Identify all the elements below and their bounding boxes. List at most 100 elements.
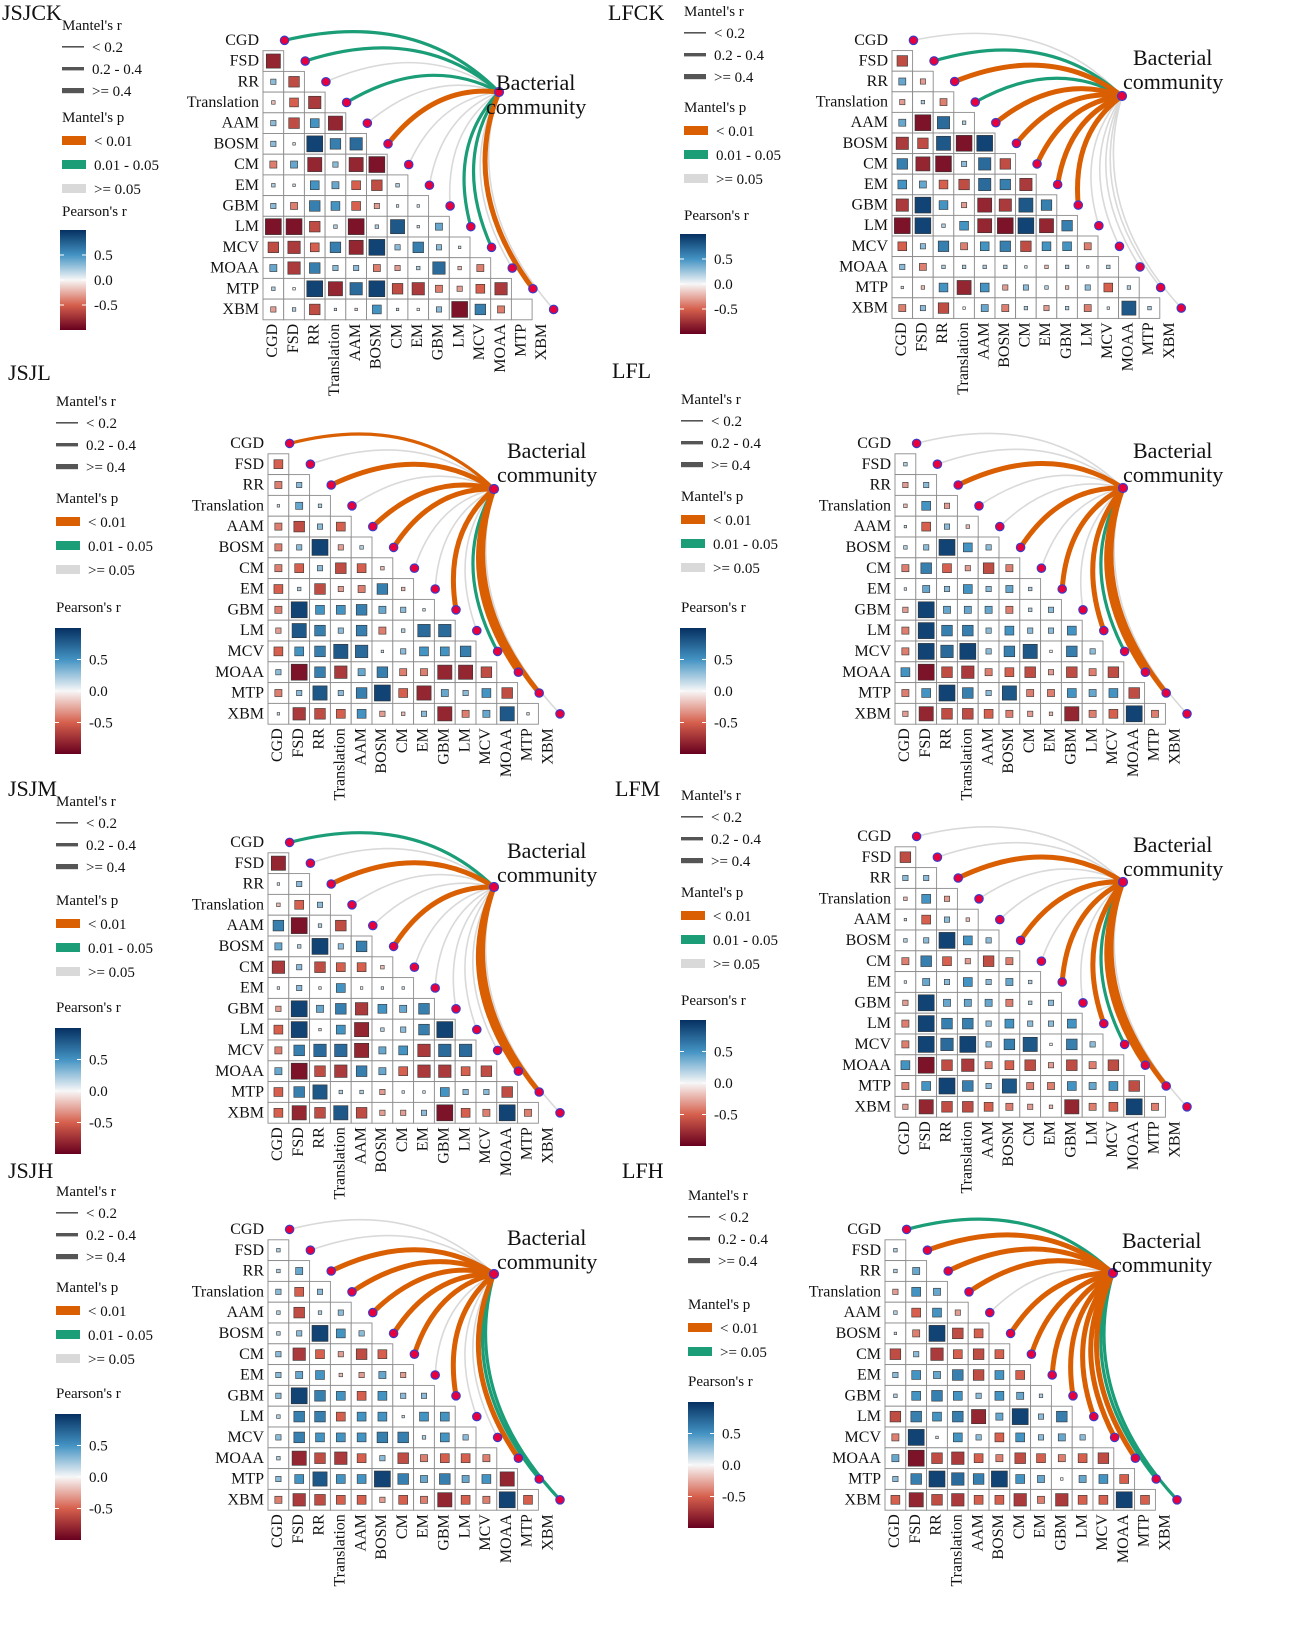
correlation-square <box>276 882 280 886</box>
correlation-square <box>941 666 953 678</box>
correlation-square <box>269 264 278 272</box>
correlation-square <box>276 986 280 990</box>
col-label-cm: CM <box>394 1514 411 1539</box>
panel-title: LFCK <box>608 0 664 25</box>
row-label-em: EM <box>864 176 888 193</box>
colorbar-tick-label: 0.5 <box>94 248 113 264</box>
mantel-link-bosm <box>391 1271 497 1336</box>
legend-mantel-p-item: >= 0.05 <box>713 561 760 577</box>
correlation-square <box>401 1090 405 1094</box>
correlation-square <box>937 240 950 252</box>
correlation-square <box>416 265 421 271</box>
legend-mantel-p-item: 0.01 - 0.05 <box>713 537 778 553</box>
correlation-square <box>965 524 970 529</box>
col-label-xbm: XBM <box>533 324 550 360</box>
row-label-lm: LM <box>240 622 264 639</box>
col-label-gbm: GBM <box>1053 1514 1070 1550</box>
correlation-square <box>936 135 951 151</box>
correlation-square <box>1126 285 1131 290</box>
variable-node <box>1135 262 1145 272</box>
correlation-square <box>336 605 346 615</box>
col-label-fsd: FSD <box>917 1121 934 1150</box>
variable-node <box>534 1474 544 1484</box>
col-label-xbm: XBM <box>540 1514 557 1550</box>
correlation-square <box>349 282 363 296</box>
variable-node <box>1114 241 1125 252</box>
row-label-aam: AAM <box>844 1304 881 1321</box>
heatmap-cells <box>267 852 539 1124</box>
correlation-square <box>1005 585 1014 593</box>
row-label-mcv: MCV <box>855 1036 892 1053</box>
correlation-square <box>356 1474 367 1484</box>
correlation-square <box>360 986 364 990</box>
variable-node <box>974 893 984 904</box>
correlation-square <box>374 684 391 702</box>
correlation-square <box>267 241 279 253</box>
mantel-r-key-2 <box>62 88 84 94</box>
mantel-p-key-1 <box>681 539 705 548</box>
variable-node <box>1073 200 1084 210</box>
colorbar-tick-label: -0.5 <box>714 716 738 732</box>
correlation-square <box>972 1369 985 1381</box>
mantel-r-key-0 <box>681 420 703 422</box>
correlation-square <box>380 986 384 990</box>
correlation-square <box>903 587 907 591</box>
row-label-aam: AAM <box>227 1304 264 1321</box>
col-label-mcv: MCV <box>477 1514 494 1551</box>
correlation-square <box>1060 1477 1064 1481</box>
row-label-translation: Translation <box>816 94 888 111</box>
colorbar-tick-label: 0.5 <box>722 1427 741 1443</box>
correlation-square <box>271 100 276 105</box>
colorbar-tick-label: -0.5 <box>714 302 738 318</box>
correlation-square <box>978 178 992 191</box>
correlation-square <box>1047 1082 1055 1090</box>
correlation-square <box>310 180 320 190</box>
correlation-square <box>272 919 285 932</box>
correlation-square <box>292 183 296 187</box>
correlation-square <box>1055 1493 1069 1507</box>
variable-node <box>347 1287 357 1297</box>
correlation-square <box>355 604 368 616</box>
correlation-square <box>1078 1475 1087 1483</box>
correlation-square <box>438 624 452 638</box>
correlation-square <box>462 1434 469 1441</box>
correlation-square <box>274 1046 283 1055</box>
correlation-square <box>1022 1036 1038 1052</box>
correlation-square <box>274 522 283 531</box>
col-label-bosm: BOSM <box>373 1127 390 1172</box>
row-label-em: EM <box>857 1367 881 1384</box>
variable-node <box>932 459 943 469</box>
row-label-cgd: CGD <box>854 32 888 49</box>
mantel-link-lm <box>464 1273 495 1418</box>
col-label-fsd: FSD <box>917 728 934 757</box>
correlation-square <box>401 628 406 633</box>
correlation-square <box>931 1390 943 1402</box>
correlation-square <box>336 1391 346 1401</box>
colorbar-tick-label: 0.0 <box>714 1076 733 1092</box>
correlation-square <box>938 932 956 949</box>
row-label-lm: LM <box>235 218 259 235</box>
col-label-lm: LM <box>456 1127 473 1151</box>
correlation-square <box>971 1409 987 1425</box>
correlation-square <box>1108 709 1119 719</box>
correlation-square <box>944 979 950 985</box>
correlation-square <box>920 955 932 967</box>
variable-node <box>383 139 393 149</box>
mantel-r-key-2 <box>688 1258 710 1264</box>
correlation-square <box>902 606 909 613</box>
correlation-square <box>1098 1474 1109 1484</box>
row-label-fsd: FSD <box>230 53 259 70</box>
correlation-square <box>919 243 926 250</box>
correlation-square <box>953 1432 963 1443</box>
panel-jsjl: JSJL Mantel's r < 0.2 0.2 - 0.4 >= 0.4 Mantel… <box>8 360 597 801</box>
correlation-square <box>294 563 304 573</box>
correlation-square <box>288 117 300 129</box>
col-label-fsd: FSD <box>907 1514 924 1543</box>
mantel-link-xbm <box>1102 1271 1179 1502</box>
correlation-square <box>317 1310 323 1315</box>
correlation-square <box>1083 304 1092 312</box>
col-label-translation: Translation <box>955 322 972 394</box>
correlation-square <box>332 161 339 168</box>
correlation-square <box>499 1471 515 1487</box>
row-label-bosm: BOSM <box>843 135 888 152</box>
